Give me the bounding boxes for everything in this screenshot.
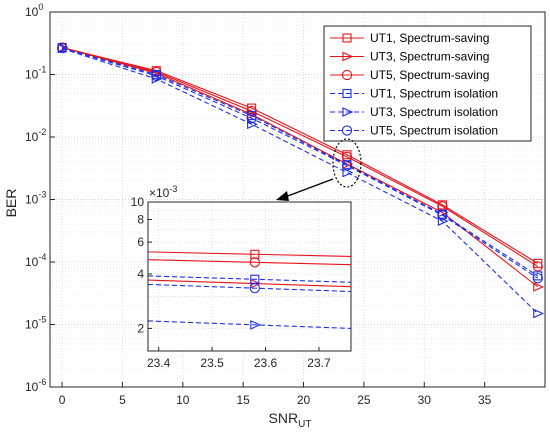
- legend-box: [323, 25, 532, 142]
- legend-entry: UT5, Spectrum-saving: [370, 68, 489, 82]
- main-series: [56, 42, 545, 319]
- y-tick-exponent: -5: [38, 315, 46, 325]
- series-point: [532, 261, 543, 272]
- inset-series-point: [249, 257, 260, 268]
- y-tick-base: 10: [25, 380, 39, 394]
- inset-y-tick-label: 6: [137, 235, 144, 249]
- legend-entry: UT1, Spectrum-saving: [370, 31, 489, 45]
- y-tick-base: 10: [25, 130, 39, 144]
- series-point: [341, 160, 353, 171]
- x-axis-label-sub: UT: [298, 419, 311, 430]
- y-tick-label: 10-2: [25, 127, 46, 144]
- inset-exponent-label: ×10-3: [149, 184, 177, 200]
- inset-frame: [147, 201, 352, 352]
- y-tick-exponent: -6: [38, 377, 46, 387]
- series-line: [61, 47, 539, 277]
- zoom-ellipse: [332, 138, 362, 188]
- y-tick-exponent: -4: [38, 252, 46, 262]
- x-tick-label: 25: [357, 393, 371, 407]
- x-tick-label: 20: [297, 393, 311, 407]
- legend-marker: [341, 69, 353, 81]
- y-tick-exponent: 0: [38, 2, 43, 12]
- main-ticks: 0 5 10 15 20 25 30 3510-610-510-410-310-210-110…: [25, 2, 492, 407]
- x-axis-label: SNRUT: [269, 410, 312, 430]
- series-line: [61, 47, 539, 279]
- legend-entry: UT3, Spectrum-saving: [370, 50, 489, 64]
- y-tick-label: 10-6: [25, 377, 46, 394]
- legend-marker: [341, 125, 353, 136]
- inset-y-tick-label: 10: [131, 195, 145, 209]
- series-point: [437, 216, 449, 227]
- legend-entry: UT3, Spectrum isolation: [370, 105, 498, 119]
- series-point: [56, 42, 68, 54]
- x-tick-label: 5: [119, 393, 126, 407]
- inset-y-tick-label: 4: [137, 267, 144, 281]
- series-line: [61, 48, 539, 314]
- legend-marker: [342, 107, 354, 117]
- series-point: [246, 113, 257, 124]
- series-point: [437, 210, 448, 221]
- inset-y-tick-label: 2: [137, 321, 144, 335]
- series-line: [61, 47, 539, 267]
- y-tick-label: 10-4: [25, 252, 46, 269]
- inset-series-point: [249, 283, 260, 294]
- inset-exponent-prefix: ×10: [149, 186, 170, 200]
- inset-x-tick-label: 23.7: [307, 356, 331, 370]
- y-tick-exponent: -2: [38, 127, 46, 137]
- inset-ticks: 23.4 23.5 23.6 23.7 2 4 6 8 10: [131, 195, 331, 370]
- inset-series-line: [147, 251, 352, 257]
- y-tick-base: 10: [25, 68, 39, 82]
- zoom-arrow-head: [276, 191, 289, 201]
- inset-series: [147, 249, 352, 330]
- zoom-arrow-line: [284, 178, 334, 198]
- x-tick-label: 10: [176, 393, 190, 407]
- x-tick-label: 30: [418, 393, 432, 407]
- x-tick-label: 35: [478, 393, 492, 407]
- inset-series-line: [147, 259, 352, 266]
- inset-series-line: [147, 283, 352, 293]
- y-tick-base: 10: [25, 255, 39, 269]
- inset-x-tick-label: 23.6: [254, 356, 278, 370]
- inset-series-point: [250, 320, 262, 330]
- series-point: [57, 43, 69, 54]
- x-tick-label: 0: [59, 393, 66, 407]
- inset-x-tick-label: 23.5: [200, 356, 224, 370]
- inset-y-tick-label: 8: [137, 213, 144, 227]
- y-tick-label: 10-3: [25, 190, 46, 207]
- series-point: [533, 282, 545, 292]
- series-point: [533, 308, 545, 319]
- legend-marker: [342, 33, 352, 43]
- y-tick-label: 10-1: [25, 65, 46, 82]
- legend-entry: UT1, Spectrum isolation: [370, 87, 498, 101]
- inset-x-tick-label: 23.4: [147, 356, 171, 370]
- series-point: [341, 151, 353, 163]
- y-tick-base: 10: [25, 318, 39, 332]
- y-tick-label: 100: [25, 2, 43, 19]
- series-point: [532, 273, 543, 284]
- inset-series-line: [147, 320, 352, 329]
- y-tick-base: 10: [25, 5, 39, 19]
- legend-entry: UT5, Spectrum isolation: [370, 124, 498, 138]
- x-tick-label: 15: [236, 393, 250, 407]
- y-tick-exponent: -3: [38, 190, 46, 200]
- inset-series-line: [147, 279, 352, 288]
- y-tick-exponent: -1: [38, 65, 46, 75]
- y-axis-label: BER: [3, 189, 19, 218]
- inset-exponent-value: -3: [169, 184, 177, 194]
- legend: UT1, Spectrum-saving UT3, Spectrum-saving…: [323, 25, 532, 142]
- legend-marker: [342, 51, 354, 62]
- inset-series-line: [147, 275, 352, 283]
- y-tick-label: 10-5: [25, 315, 46, 332]
- legend-marker: [342, 88, 352, 99]
- series-line: [61, 47, 539, 264]
- x-axis-label-main: SNR: [269, 410, 299, 426]
- y-tick-base: 10: [25, 193, 39, 207]
- series-point: [151, 70, 162, 82]
- inset-series-point: [250, 249, 260, 259]
